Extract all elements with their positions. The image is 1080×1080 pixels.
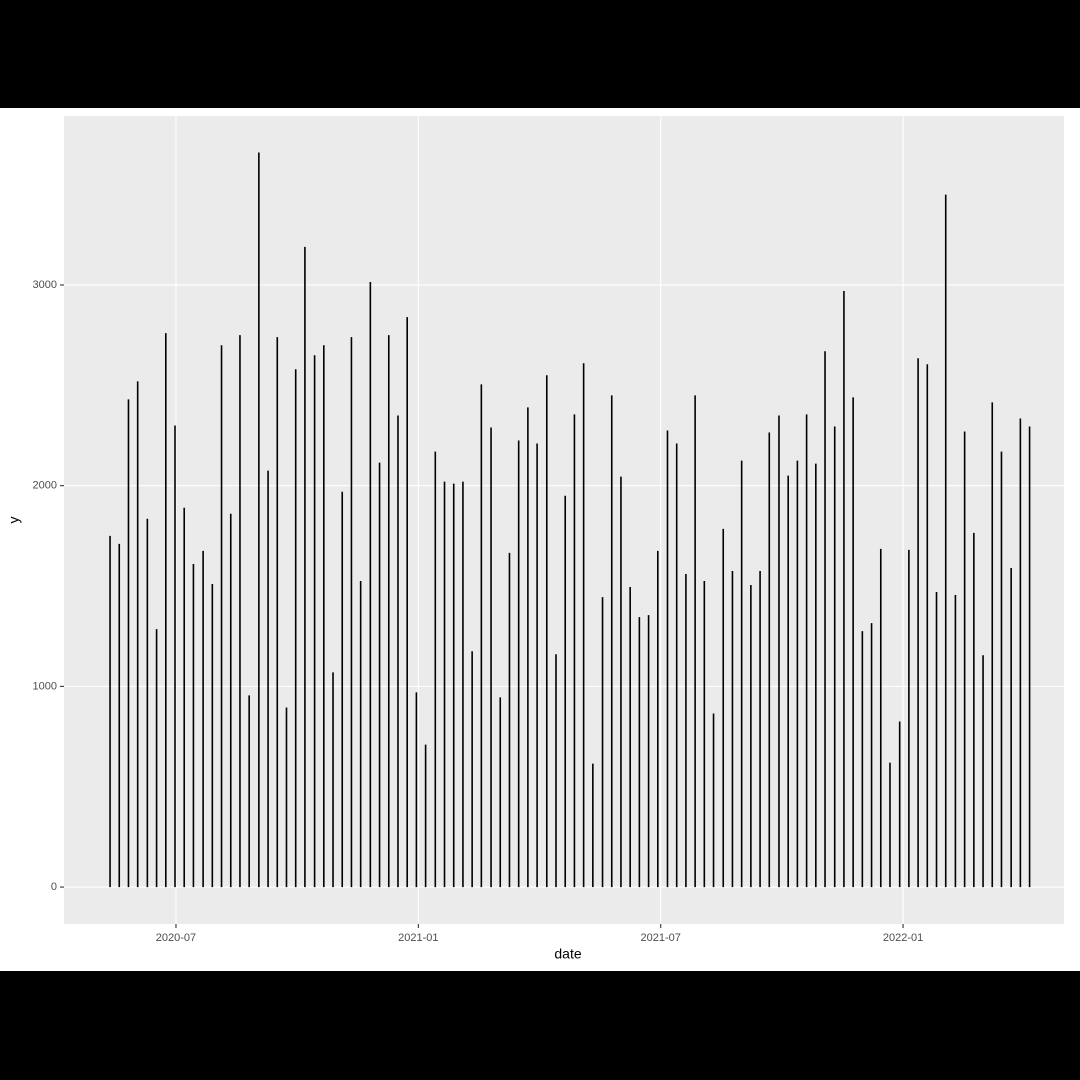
y-tick-label: 0 [51, 881, 57, 893]
panel [64, 116, 1064, 924]
y-tick-label: 3000 [33, 279, 57, 291]
x-tick-label: 2020-07 [156, 932, 196, 944]
y-tick-label: 1000 [33, 680, 57, 692]
x-tick-label: 2021-07 [641, 932, 681, 944]
y-axis-title: y [6, 517, 22, 524]
x-tick-label: 2021-01 [398, 932, 438, 944]
y-tick-label: 2000 [33, 480, 57, 492]
x-axis-title: date [554, 946, 581, 962]
x-tick-label: 2022-01 [883, 932, 923, 944]
